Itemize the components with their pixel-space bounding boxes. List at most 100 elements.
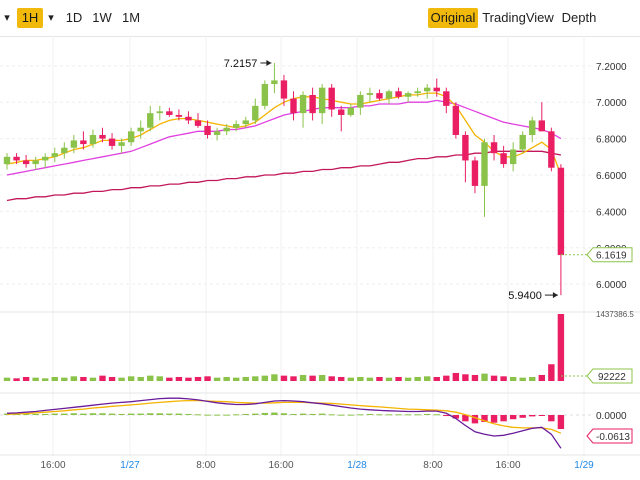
candle-body[interactable] [290, 98, 297, 114]
macd-histogram-bar[interactable] [471, 415, 479, 424]
volume-bar[interactable] [13, 378, 20, 381]
candle-body[interactable] [89, 134, 97, 145]
volume-bar[interactable] [156, 376, 163, 381]
candle-body[interactable] [261, 84, 269, 106]
macd-histogram-bar[interactable] [156, 413, 163, 415]
volume-bar[interactable] [376, 376, 383, 381]
candle-body[interactable] [395, 91, 402, 97]
macd-histogram-bar[interactable] [538, 415, 545, 416]
macd-histogram-bar[interactable] [51, 413, 58, 415]
candle-body[interactable] [99, 134, 106, 139]
candle-body[interactable] [357, 94, 364, 108]
interval-1m-button[interactable]: 1M [121, 10, 141, 25]
volume-bar[interactable] [328, 376, 335, 381]
candle-body[interactable] [127, 131, 135, 143]
volume-bar[interactable] [357, 376, 364, 381]
volume-bar[interactable] [538, 374, 545, 381]
candle-body[interactable] [242, 120, 249, 125]
volume-bar[interactable] [395, 376, 402, 381]
volume-bar[interactable] [89, 377, 97, 381]
macd-histogram-bar[interactable] [290, 413, 297, 415]
interval-dropdown-icon[interactable]: ▾ [48, 12, 54, 24]
candle-body[interactable] [51, 153, 58, 157]
volume-bar[interactable] [61, 377, 68, 381]
candle-body[interactable] [318, 87, 326, 114]
candle-body[interactable] [385, 91, 393, 99]
macd-histogram-bar[interactable] [529, 415, 536, 417]
macd-histogram-bar[interactable] [338, 414, 345, 416]
candle-body[interactable] [366, 93, 374, 95]
candle-body[interactable] [338, 109, 345, 115]
macd-histogram-bar[interactable] [376, 414, 383, 416]
volume-bar[interactable] [3, 377, 11, 381]
candle-body[interactable] [529, 120, 536, 135]
candle-body[interactable] [252, 105, 259, 121]
candle-body[interactable] [137, 127, 144, 132]
volume-bar[interactable] [385, 377, 393, 381]
volume-bar[interactable] [42, 378, 49, 381]
candle-body[interactable] [490, 142, 498, 154]
macd-histogram-bar[interactable] [242, 413, 249, 415]
volume-bar[interactable] [127, 376, 135, 381]
candle-body[interactable] [271, 80, 278, 85]
macd-histogram-bar[interactable] [347, 414, 354, 416]
volume-bar[interactable] [137, 376, 144, 381]
macd-histogram-bar[interactable] [318, 413, 326, 415]
view-depth-button[interactable]: Depth [561, 10, 597, 25]
volume-bar[interactable] [529, 376, 536, 381]
candle-body[interactable] [32, 160, 39, 165]
volume-bar[interactable] [80, 376, 87, 381]
interval-1w-button[interactable]: 1W [92, 10, 112, 25]
macd-histogram-bar[interactable] [89, 413, 97, 415]
candle-body[interactable] [376, 93, 383, 99]
macd-histogram-bar[interactable] [452, 415, 460, 419]
macd-histogram-bar[interactable] [309, 413, 316, 415]
volume-bar[interactable] [404, 377, 412, 381]
candle-body[interactable] [328, 87, 335, 110]
macd-histogram-bar[interactable] [481, 415, 488, 422]
macd-histogram-bar[interactable] [233, 414, 240, 416]
volume-bar[interactable] [51, 376, 58, 381]
interval-1h-button[interactable]: 1H [17, 8, 43, 28]
macd-histogram-bar[interactable] [357, 414, 364, 416]
volume-bar[interactable] [318, 374, 326, 381]
macd-histogram-bar[interactable] [252, 413, 259, 415]
macd-histogram-bar[interactable] [223, 414, 230, 416]
volume-bar[interactable] [271, 374, 278, 381]
candle-body[interactable] [194, 120, 202, 126]
candle-body[interactable] [404, 93, 412, 97]
macd-histogram-bar[interactable] [204, 414, 211, 416]
volume-bar[interactable] [22, 376, 30, 381]
candle-body[interactable] [509, 149, 517, 165]
volume-bar[interactable] [147, 375, 154, 381]
macd-histogram-bar[interactable] [366, 413, 374, 415]
candle-body[interactable] [3, 156, 11, 165]
volume-bar[interactable] [242, 376, 249, 381]
candle-body[interactable] [147, 113, 154, 128]
macd-histogram-bar[interactable] [443, 415, 450, 417]
candle-body[interactable] [414, 91, 421, 94]
macd-histogram-bar[interactable] [500, 415, 507, 422]
candle-body[interactable] [185, 116, 192, 121]
candle-body[interactable] [347, 107, 354, 115]
volume-bar[interactable] [443, 375, 450, 381]
candle-body[interactable] [156, 111, 163, 114]
macd-histogram-bar[interactable] [280, 413, 288, 415]
volume-bar[interactable] [519, 377, 526, 381]
macd-histogram-bar[interactable] [404, 414, 412, 416]
volume-bar[interactable] [175, 376, 183, 381]
macd-histogram-bar[interactable] [137, 413, 144, 415]
candle-body[interactable] [61, 147, 68, 154]
volume-bar[interactable] [347, 377, 354, 381]
macd-histogram-bar[interactable] [395, 414, 402, 416]
volume-bar[interactable] [70, 376, 78, 381]
candle-body[interactable] [166, 111, 173, 115]
volume-bar[interactable] [166, 377, 173, 381]
volume-bar[interactable] [261, 375, 269, 381]
macd-histogram-bar[interactable] [385, 414, 393, 416]
interval-1d-button[interactable]: 1D [65, 10, 83, 25]
volume-bar[interactable] [366, 377, 374, 381]
candle-body[interactable] [519, 134, 526, 150]
volume-bar[interactable] [548, 364, 555, 381]
candle-body[interactable] [443, 91, 450, 106]
